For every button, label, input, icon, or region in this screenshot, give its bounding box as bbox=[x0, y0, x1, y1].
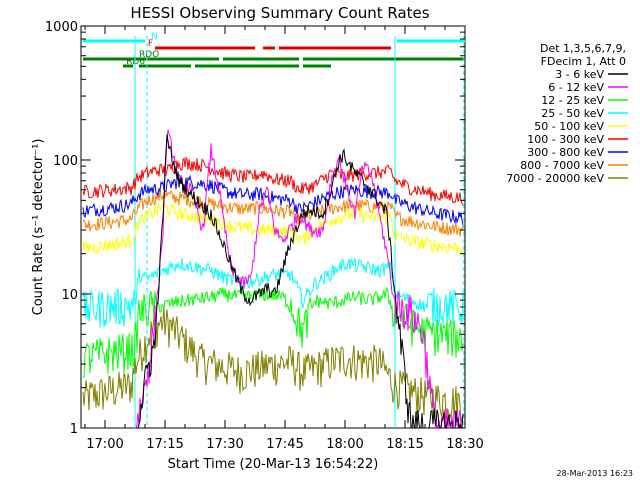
legend-label: 300 - 800 keV bbox=[527, 146, 604, 159]
y-tick-label: 1000 bbox=[45, 20, 78, 35]
legend-label: 6 - 12 keV bbox=[548, 81, 604, 94]
legend-header-line: Det 1,3,5,6,7,9, bbox=[540, 42, 626, 55]
series-7000-20000-kev bbox=[82, 306, 464, 425]
legend: Det 1,3,5,6,7,9,FDecim 1, Att 03 - 6 keV… bbox=[506, 42, 628, 185]
series-50-100-kev bbox=[82, 200, 464, 256]
x-tick-label: 18:15 bbox=[386, 437, 423, 452]
x-tick-label: 18:00 bbox=[326, 437, 363, 452]
legend-label: 100 - 300 keV bbox=[527, 133, 604, 146]
plot-frame bbox=[80, 25, 466, 429]
axes-ticks: 17:00 17:15 17:30 17:45 18:00 18:15 18:30 1 10 10… bbox=[45, 20, 484, 452]
x-tick-label: 18:30 bbox=[446, 437, 483, 452]
x-tick-label: 17:00 bbox=[86, 437, 123, 452]
legend-label: 12 - 25 keV bbox=[541, 94, 604, 107]
legend-label: 50 - 100 keV bbox=[534, 120, 604, 133]
flag-label-f: F bbox=[148, 39, 153, 49]
x-tick-label: 17:30 bbox=[206, 437, 243, 452]
series-lines bbox=[82, 129, 464, 430]
y-tick-label: 10 bbox=[61, 288, 78, 303]
legend-label: 7000 - 20000 keV bbox=[506, 172, 604, 185]
series-25-50-kev bbox=[82, 257, 464, 329]
flag-label-rdo: RDO bbox=[139, 50, 159, 60]
series-800-7000-kev bbox=[82, 189, 464, 237]
y-tick-label: 100 bbox=[53, 154, 78, 169]
legend-label: 25 - 50 keV bbox=[541, 107, 604, 120]
flag-label-rd6: RD6 bbox=[126, 57, 145, 67]
timestamp: 28-Mar-2013 16:23 bbox=[557, 469, 634, 478]
series-300-800-kev bbox=[82, 174, 464, 225]
legend-label: 3 - 6 keV bbox=[555, 68, 604, 81]
series-100-300-kev bbox=[82, 156, 464, 206]
x-tick-label: 17:45 bbox=[266, 437, 303, 452]
series-12-25-kev bbox=[82, 286, 464, 379]
y-tick-label: 1 bbox=[70, 422, 78, 437]
legend-header-line: FDecim 1, Att 0 bbox=[541, 55, 626, 68]
x-axis-label: Start Time (20-Mar-13 16:54:22) bbox=[168, 457, 379, 472]
chart-title: HESSI Observing Summary Count Rates bbox=[130, 4, 429, 22]
y-axis-label: Count Rate (s⁻¹ detector⁻¹) bbox=[31, 139, 46, 316]
flag-label-n: N bbox=[151, 32, 158, 42]
legend-label: 800 - 7000 keV bbox=[520, 159, 604, 172]
x-tick-label: 17:15 bbox=[146, 437, 183, 452]
series-3-6-kev bbox=[136, 134, 464, 430]
